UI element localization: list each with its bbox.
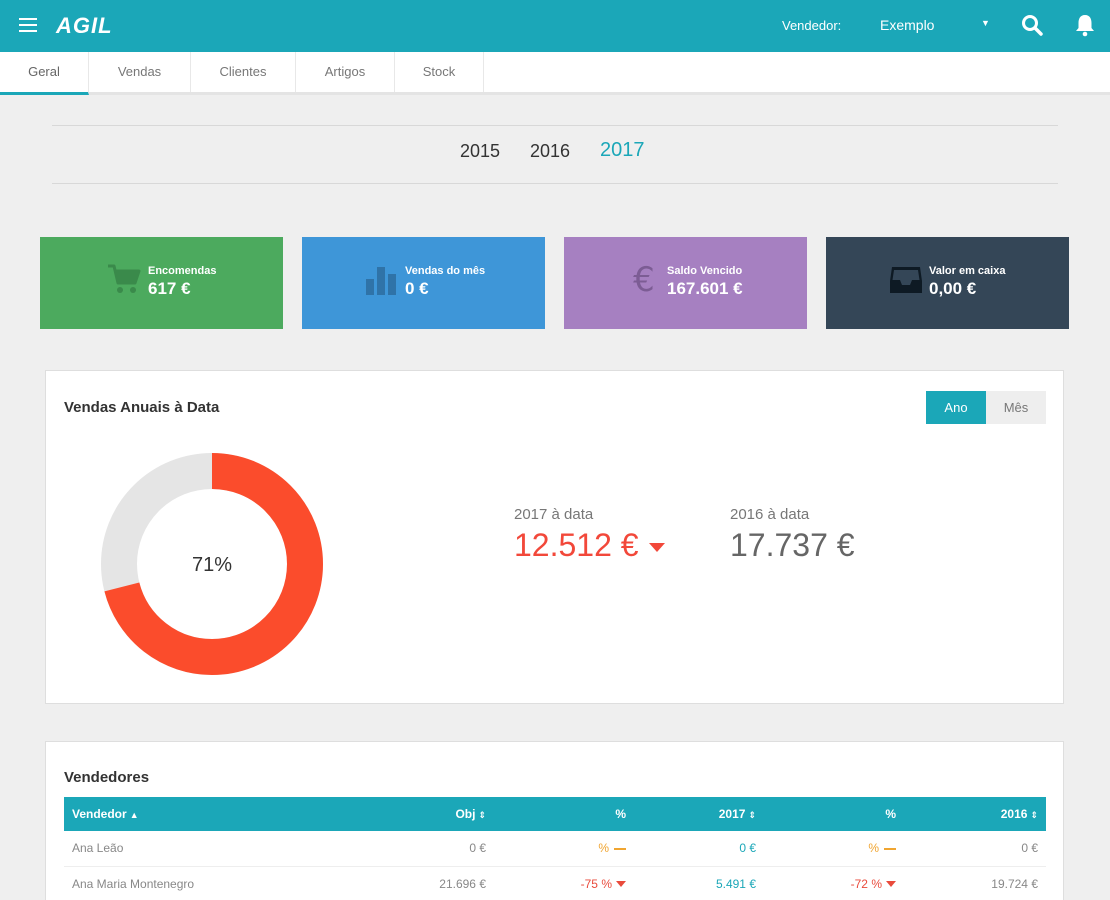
donut-chart: 71% [101, 453, 323, 675]
donut-percent-label: 71% [192, 554, 232, 576]
sort-icon: ⇕ [748, 810, 756, 820]
col-obj[interactable]: Obj ⇕ [314, 797, 494, 831]
down-arrow-icon [648, 543, 665, 553]
kpi-valor-caixa[interactable]: Valor em caixa 0,00 € [826, 237, 1069, 329]
col-2017[interactable]: 2017 ⇕ [634, 797, 764, 831]
cell-2017: 0 € [634, 831, 764, 867]
neutral-dash-icon [884, 848, 896, 851]
card-title: Vendedores [64, 769, 150, 786]
toggle-ano[interactable]: Ano [926, 391, 986, 424]
kpi-label: Encomendas [148, 265, 217, 277]
col-pct-2017[interactable]: % [764, 797, 904, 831]
donut-slice-2017 [101, 453, 323, 675]
kpi-saldo-vencido[interactable]: € Saldo Vencido 167.601 € [564, 237, 807, 329]
search-icon[interactable] [1020, 13, 1044, 37]
current-year-amount: 12.512 € [514, 527, 639, 563]
seller-select[interactable]: Exemplo [880, 17, 935, 33]
neutral-dash-icon [614, 848, 626, 851]
current-year-label: 2017 à data [514, 506, 594, 523]
cell-pct-2017: % [764, 831, 904, 867]
toggle-mes[interactable]: Mês [986, 391, 1046, 424]
cell-obj: 21.696 € [314, 866, 494, 900]
sort-icon: ⇕ [478, 810, 486, 820]
kpi-encomendas[interactable]: Encomendas 617 € [40, 237, 283, 329]
kpi-value: 0,00 € [929, 279, 977, 298]
cell-2016: 0 € [904, 831, 1046, 867]
tab-clientes[interactable]: Clientes [191, 52, 296, 92]
kpi-label: Valor em caixa [929, 265, 1006, 277]
kpi-value: 617 € [148, 279, 191, 298]
col-pct-obj[interactable]: % [494, 797, 634, 831]
previous-year-label: 2016 à data [730, 506, 810, 523]
top-bar: AGIL Vendedor: Exemplo ▼ [0, 0, 1110, 52]
kpi-label: Saldo Vencido [667, 265, 743, 277]
cell-2017: 5.491 € [634, 866, 764, 900]
col-2016[interactable]: 2016 ⇕ [904, 797, 1046, 831]
svg-text:€: € [633, 261, 655, 297]
sellers-card: Vendedores Vendedor ▲ Obj ⇕ % 2017 ⇕ % 2016… [45, 741, 1064, 900]
cell-2016: 19.724 € [904, 866, 1046, 900]
year-2016[interactable]: 2016 [530, 141, 571, 161]
card-title: Vendas Anuais à Data [64, 399, 220, 416]
main-tabs: Geral Vendas Clientes Artigos Stock [0, 52, 1110, 95]
current-year-value: 12.512 € [514, 527, 665, 564]
chevron-down-icon[interactable]: ▼ [981, 18, 990, 28]
bar-chart-icon [364, 261, 400, 297]
cell-vendedor: Ana Leão [64, 831, 314, 867]
year-2015[interactable]: 2015 [460, 141, 501, 161]
sort-asc-icon: ▲ [129, 810, 139, 820]
app-logo[interactable]: AGIL [56, 13, 113, 38]
down-arrow-icon [886, 881, 896, 888]
cart-icon [106, 261, 142, 297]
year-selector: 2015 2016 2017 [52, 125, 1058, 184]
year-2017[interactable]: 2017 [600, 139, 645, 161]
seller-label: Vendedor: [782, 18, 842, 33]
cell-pct-obj: % [494, 831, 634, 867]
tab-artigos[interactable]: Artigos [296, 52, 395, 92]
sort-icon: ⇕ [1030, 810, 1038, 820]
kpi-value: 167.601 € [667, 279, 743, 298]
cell-vendedor: Ana Maria Montenegro [64, 866, 314, 900]
cell-pct-2017: -72 % [764, 866, 904, 900]
cell-obj: 0 € [314, 831, 494, 867]
kpi-label: Vendas do mês [405, 265, 486, 277]
bell-icon[interactable] [1074, 13, 1096, 37]
previous-year-value: 17.737 € [730, 527, 855, 563]
kpi-vendas-mes[interactable]: Vendas do mês 0 € [302, 237, 545, 329]
kpi-value: 0 € [405, 279, 429, 298]
down-arrow-icon [616, 881, 626, 888]
annual-sales-card: Vendas Anuais à Data Ano Mês 71% 2017 à … [45, 370, 1064, 704]
col-vendedor[interactable]: Vendedor ▲ [64, 797, 314, 831]
sellers-table: Vendedor ▲ Obj ⇕ % 2017 ⇕ % 2016 ⇕ Ana Leão … [64, 797, 1046, 900]
cell-pct-obj: -75 % [494, 866, 634, 900]
tab-stock[interactable]: Stock [395, 52, 484, 92]
tab-geral[interactable]: Geral [0, 52, 89, 95]
table-row[interactable]: Ana Leão 0 € % 0 € % 0 € [64, 831, 1046, 867]
inbox-icon [888, 261, 924, 297]
euro-icon: € [626, 260, 662, 300]
table-row[interactable]: Ana Maria Montenegro 21.696 € -75 % 5.49… [64, 866, 1046, 900]
table-header-row: Vendedor ▲ Obj ⇕ % 2017 ⇕ % 2016 ⇕ [64, 797, 1046, 831]
tab-vendas[interactable]: Vendas [89, 52, 191, 92]
menu-icon[interactable] [19, 18, 37, 32]
